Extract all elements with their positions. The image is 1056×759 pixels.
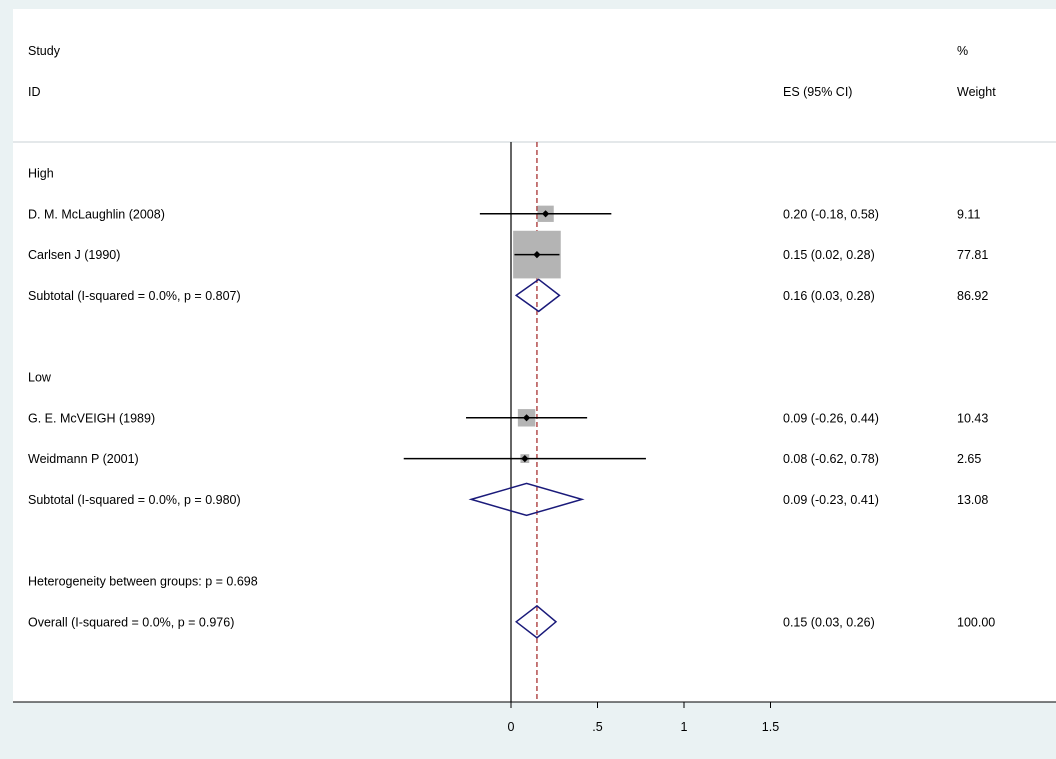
weight-header: Weight bbox=[957, 85, 996, 99]
x-axis: 0 .5 1 1.5 bbox=[13, 701, 1056, 734]
group-label: Low bbox=[28, 371, 52, 385]
study-name: G. E. McVEIGH (1989) bbox=[28, 411, 155, 425]
id-header: ID bbox=[28, 85, 41, 99]
effect-size-ci: 0.09 (-0.26, 0.44) bbox=[783, 411, 879, 425]
effect-size-ci: 0.20 (-0.18, 0.58) bbox=[783, 207, 879, 221]
subtotal-weight: 13.08 bbox=[957, 493, 988, 507]
group-label: High bbox=[28, 167, 54, 181]
study-header: Study bbox=[28, 44, 61, 58]
overall-label: Overall (I-squared = 0.0%, p = 0.976) bbox=[28, 615, 234, 629]
weight-value: 77.81 bbox=[957, 248, 988, 262]
plot-panel bbox=[13, 9, 1056, 702]
point-estimate-marker bbox=[521, 455, 529, 463]
weight-value: 2.65 bbox=[957, 452, 981, 466]
study-name: Weidmann P (2001) bbox=[28, 452, 139, 466]
weight-value: 10.43 bbox=[957, 411, 988, 425]
overall-effect-size-ci: 0.15 (0.03, 0.26) bbox=[783, 615, 875, 629]
percent-header: % bbox=[957, 44, 968, 58]
forest-rows: High D. M. McLaughlin (2008) 0.20 (-0.18, … bbox=[28, 142, 995, 702]
subtotal-label: Subtotal (I-squared = 0.0%, p = 0.807) bbox=[28, 289, 241, 303]
subtotal-weight: 86.92 bbox=[957, 289, 988, 303]
subtotal-diamond bbox=[514, 278, 561, 313]
x-tick-label: 1 bbox=[681, 720, 688, 734]
subtotal-diamond bbox=[468, 482, 585, 517]
effect-size-ci: 0.15 (0.02, 0.28) bbox=[783, 248, 875, 262]
subtotal-effect-size-ci: 0.09 (-0.23, 0.41) bbox=[783, 493, 879, 507]
point-estimate-marker bbox=[533, 251, 541, 259]
weight-value: 9.11 bbox=[957, 207, 980, 221]
overall-weight: 100.00 bbox=[957, 615, 995, 629]
study-name: D. M. McLaughlin (2008) bbox=[28, 207, 165, 221]
point-estimate-marker bbox=[522, 414, 531, 422]
effect-size-ci: 0.08 (-0.62, 0.78) bbox=[783, 452, 879, 466]
study-name: Carlsen J (1990) bbox=[28, 248, 120, 262]
x-tick-label: 0 bbox=[508, 720, 515, 734]
x-tick-label: 1.5 bbox=[762, 720, 779, 734]
es-header: ES (95% CI) bbox=[783, 85, 852, 99]
overall-diamond bbox=[514, 604, 558, 639]
x-tick-label: .5 bbox=[592, 720, 602, 734]
point-estimate-marker bbox=[542, 210, 550, 218]
heterogeneity-label: Heterogeneity between groups: p = 0.698 bbox=[28, 575, 258, 589]
subtotal-label: Subtotal (I-squared = 0.0%, p = 0.980) bbox=[28, 493, 241, 507]
subtotal-effect-size-ci: 0.16 (0.03, 0.28) bbox=[783, 289, 875, 303]
